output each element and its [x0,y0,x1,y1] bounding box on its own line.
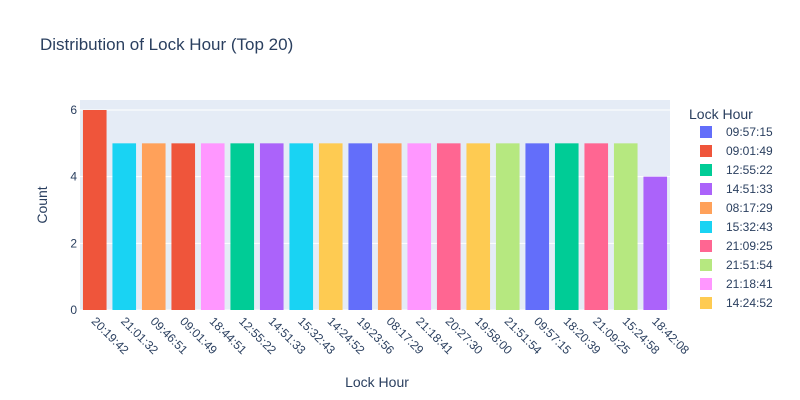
legend-label: 08:17:29 [726,201,773,215]
bar-15-24-58[interactable] [613,143,638,310]
x-axis-title: Lock Hour [345,374,409,390]
y-tick-label: 0 [70,303,77,317]
legend-label: 12:55:22 [726,163,773,177]
bar-14-51-33[interactable] [259,143,284,310]
y-tick-label: 6 [70,103,77,117]
legend-item[interactable]: 14:51:33 [700,182,773,196]
y-tick-labels: 0 2 4 6 [70,103,77,317]
legend-item[interactable]: 21:18:41 [700,277,773,291]
legend-swatch [700,259,712,271]
legend-label: 09:57:15 [726,125,773,139]
chart-title: Distribution of Lock Hour (Top 20) [40,35,293,54]
legend-swatch [700,145,712,157]
bar-08-17-29[interactable] [377,143,402,310]
legend-item[interactable]: 09:01:49 [700,144,773,158]
bar-19-58-00[interactable] [466,143,491,310]
legend-swatch [700,221,712,233]
bar-21-09-25[interactable] [584,143,609,310]
x-tick-labels: 20:19:4221:01:3209:46:5109:01:4918:44:51… [89,314,693,357]
bars [82,110,668,310]
bar-09-46-51[interactable] [141,143,166,310]
legend-label: 14:24:52 [726,296,773,310]
bar-14-24-52[interactable] [318,143,343,310]
legend-swatch [700,183,712,195]
bar-18-44-51[interactable] [200,143,225,310]
bar-09-57-15[interactable] [525,143,550,310]
legend-swatch [700,297,712,309]
bar-09-01-49[interactable] [171,143,196,310]
legend-swatch [700,240,712,252]
bar-21-18-41[interactable] [407,143,432,310]
bar-20-19-42[interactable] [82,110,107,310]
legend-item[interactable]: 08:17:29 [700,201,773,215]
legend: Lock Hour 09:57:15 09:01:49 12:55:22 14:51:… [689,106,773,310]
legend-swatch [700,126,712,138]
legend-swatch [700,202,712,214]
bar-15-32-43[interactable] [289,143,314,310]
bar-19-23-56[interactable] [348,143,373,310]
y-tick-label: 2 [70,236,77,250]
bar-18-42-08[interactable] [643,176,668,310]
plot-area [80,100,670,310]
bar-21-51-54[interactable] [495,143,520,310]
legend-item[interactable]: 21:51:54 [700,258,773,272]
legend-swatch [700,164,712,176]
bar-18-20-39[interactable] [554,143,579,310]
legend-label: 21:09:25 [726,239,773,253]
legend-item[interactable]: 12:55:22 [700,163,773,177]
legend-title: Lock Hour [689,106,753,122]
y-tick-label: 4 [70,170,77,184]
y-axis-title: Count [34,186,50,223]
legend-item[interactable]: 21:09:25 [700,239,773,253]
legend-swatch [700,278,712,290]
legend-label: 09:01:49 [726,144,773,158]
legend-label: 14:51:33 [726,182,773,196]
legend-item[interactable]: 09:57:15 [700,125,773,139]
bar-12-55-22[interactable] [230,143,255,310]
legend-label: 15:32:43 [726,220,773,234]
bar-20-27-30[interactable] [436,143,461,310]
legend-item[interactable]: 15:32:43 [700,220,773,234]
bar-21-01-32[interactable] [112,143,137,310]
legend-item[interactable]: 14:24:52 [700,296,773,310]
legend-label: 21:18:41 [726,277,773,291]
legend-label: 21:51:54 [726,258,773,272]
